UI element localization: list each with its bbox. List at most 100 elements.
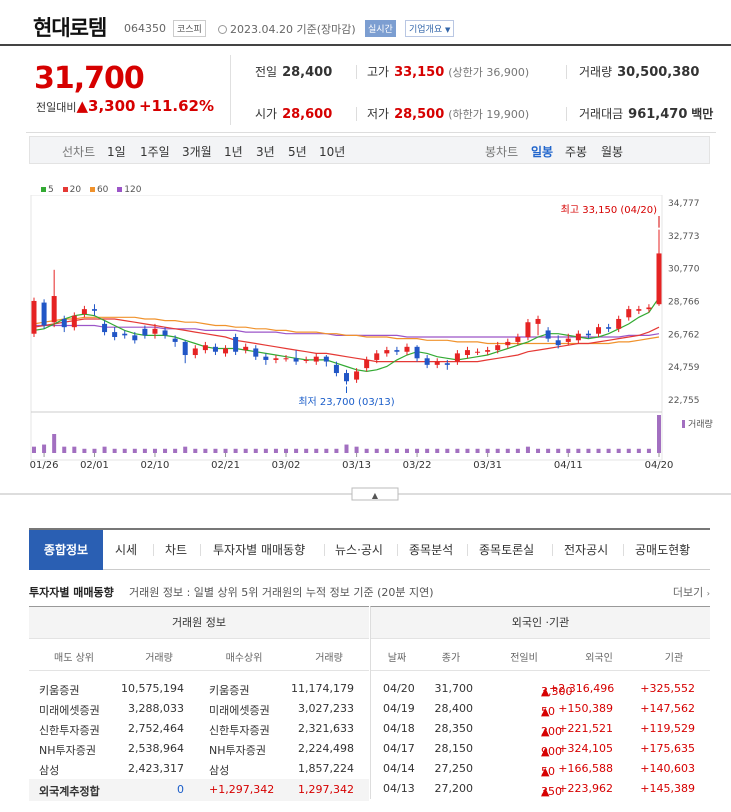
candle-body — [243, 346, 249, 351]
volume-bar — [505, 448, 510, 453]
flow-institution: +325,552 — [640, 682, 695, 695]
flow-date: 04/13 — [383, 782, 415, 795]
flow-close: 27,250 — [434, 762, 474, 775]
candle-chart-label: 봉차트 — [485, 145, 519, 159]
period-1d[interactable]: 1일 — [107, 145, 126, 159]
company-info-dropdown[interactable]: 기업개요 ▼ — [405, 20, 455, 37]
x-tick-label: 03/22 — [403, 460, 432, 471]
candle-body — [545, 330, 551, 339]
volume-bar — [546, 448, 551, 453]
tab-news[interactable]: 뉴스·공시 — [335, 543, 383, 557]
header-buy-volume: 거래량 — [315, 653, 343, 664]
investor-flow-table: 외국인 ·기관 날짜 종가 전일비 외국인 기관 04/20 31,700 ▲ 3,… — [370, 606, 710, 799]
candle-body — [41, 302, 47, 326]
volume-bar — [465, 448, 470, 453]
x-tick-label: 02/21 — [211, 460, 240, 471]
flow-rows: 04/20 31,700 ▲ 3,300 +2,316,496 +325,552 04/1… — [371, 671, 710, 799]
triangle-up-icon: ▲ — [76, 97, 89, 115]
candle-body — [394, 350, 400, 352]
period-10y[interactable]: 10년 — [319, 145, 346, 159]
tab-overview[interactable]: 종합정보 — [29, 530, 103, 570]
sell-volume: 10,575,194 — [121, 682, 184, 695]
tab-chart[interactable]: 차트 — [165, 543, 188, 557]
open-label: 시가 — [255, 107, 278, 121]
buy-broker: 삼성 — [209, 764, 230, 777]
tab-forum[interactable]: 종목토론실 — [479, 543, 535, 557]
period-3y[interactable]: 3년 — [256, 145, 275, 159]
tab-investor-trend[interactable]: 투자자별 매매동향 — [213, 543, 306, 557]
foreign-est-label: 외국계추정합 — [39, 785, 100, 798]
section-desc: 거래원 정보 : 일별 상위 5위 거래원의 누적 정보 기준 (20분 지연) — [129, 586, 434, 599]
candle-body — [132, 335, 138, 341]
change-value: 3,300 — [88, 97, 136, 115]
volume-bar — [193, 448, 198, 453]
collapse-button — [351, 487, 399, 501]
volume-bar — [485, 448, 490, 453]
low-annotation: 최저 23,700 (03/13) — [298, 396, 394, 408]
candle-body — [434, 361, 440, 365]
candlestick-chart: 34,777 32,773 30,770 28,766 26,762 24,759 22,7… — [0, 195, 731, 501]
volume-bar — [304, 448, 309, 453]
candle-body — [51, 296, 57, 323]
header-sell-volume: 거래량 — [145, 653, 173, 664]
tab-analysis[interactable]: 종목분석 — [409, 543, 454, 557]
flow-change-value: 3,300 — [541, 685, 573, 698]
x-tick-label: 04/20 — [645, 460, 674, 471]
tab-quotes[interactable]: 시세 — [115, 543, 138, 557]
volume-bar — [52, 434, 57, 453]
x-tick-label: 02/01 — [80, 460, 109, 471]
realtime-button[interactable]: 실시간 — [365, 20, 396, 37]
table-row: NH투자증권 2,538,964 NH투자증권 2,224,498 — [29, 739, 369, 759]
stock-header: 현대로템 064350 코스피 2023.04.20 기준(장마감) 실시간 기… — [0, 0, 731, 46]
tab-short-selling[interactable]: 공매도현황 — [635, 543, 691, 557]
candle-body — [354, 371, 360, 380]
candle-body — [596, 327, 602, 334]
triangle-up-icon: ▲ — [541, 705, 550, 718]
flow-institution: +147,562 — [640, 702, 695, 715]
candle-body — [364, 359, 370, 369]
candle-body — [555, 340, 561, 346]
volume-bar — [586, 448, 591, 453]
candle-daily[interactable]: 일봉 — [531, 145, 554, 159]
candle-body — [122, 333, 128, 336]
triangle-up-icon: ▲ — [541, 685, 550, 698]
volume-bar — [334, 448, 339, 453]
volume-bar — [606, 448, 611, 453]
candle-body — [152, 328, 158, 334]
volume-bar — [404, 448, 409, 453]
candle-body — [404, 346, 410, 352]
header-change: 전일비 — [510, 653, 538, 664]
y-tick-label: 22,755 — [668, 396, 700, 406]
trade-amount: 거래대금 961,470 백만 — [579, 105, 713, 122]
volume-bar — [475, 448, 480, 453]
more-link[interactable]: 더보기 › — [673, 584, 710, 600]
candle-body — [212, 346, 218, 352]
candle-body — [323, 356, 329, 362]
candle-monthly[interactable]: 월봉 — [601, 145, 624, 159]
period-3m[interactable]: 3개월 — [182, 145, 212, 159]
candle-body — [424, 358, 430, 365]
flow-change-value: 50 — [541, 705, 555, 718]
candle-body — [182, 341, 188, 356]
sell-broker: 신한투자증권 — [39, 724, 100, 737]
candle-body — [192, 348, 198, 356]
tab-disclosure[interactable]: 전자공시 — [564, 543, 609, 557]
legend-60: 60 — [96, 185, 109, 195]
buy-volume: 3,027,233 — [298, 702, 354, 715]
buy-broker: 신한투자증권 — [209, 724, 270, 737]
candle-weekly[interactable]: 주봉 — [565, 145, 588, 159]
table-row: 삼성 2,423,317 삼성 1,857,224 — [29, 759, 369, 779]
buy-volume: 11,174,179 — [291, 682, 354, 695]
volume-bar — [284, 448, 289, 453]
volume-bar — [525, 446, 530, 453]
ma60-line — [33, 316, 660, 345]
flow-change-value: 50 — [541, 765, 555, 778]
period-1y[interactable]: 1년 — [224, 145, 243, 159]
period-5y[interactable]: 5년 — [288, 145, 307, 159]
volume-bar — [445, 448, 450, 453]
period-1w[interactable]: 1주일 — [140, 145, 170, 159]
volume-bar — [142, 448, 147, 453]
candle-body — [525, 322, 531, 337]
sell-broker: NH투자증권 — [39, 744, 96, 757]
sell-volume: 3,288,033 — [128, 702, 184, 715]
